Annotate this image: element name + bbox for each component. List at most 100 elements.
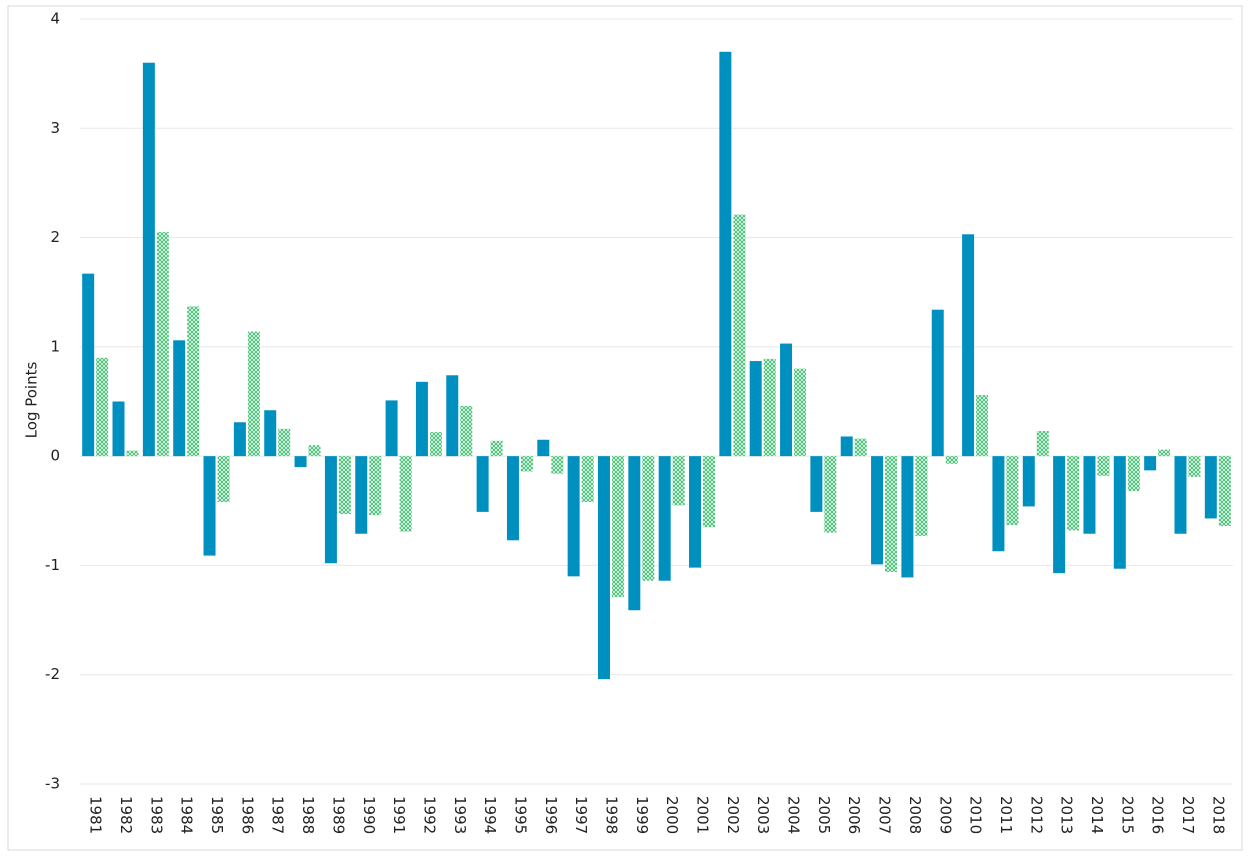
bar: [173, 340, 186, 457]
x-tick-label: 2003: [754, 796, 772, 834]
bar: [597, 456, 610, 680]
bar: [1097, 456, 1110, 476]
x-tick-label: 1987: [269, 796, 287, 834]
x-tick-label: 2015: [1118, 796, 1136, 834]
x-tick-label: 1983: [147, 796, 165, 834]
bar: [628, 456, 641, 611]
bar: [1188, 456, 1201, 477]
x-tick-label: 1997: [572, 796, 590, 834]
x-tick-label: 1990: [360, 796, 378, 834]
x-tick-label: 2002: [724, 796, 742, 834]
y-tick-label: 2: [50, 228, 60, 246]
x-tick-label: 1982: [117, 796, 135, 834]
bar: [1174, 456, 1187, 534]
chart-frame: [7, 5, 1243, 851]
bar: [156, 232, 169, 457]
x-tick-label: 2005: [815, 796, 833, 834]
y-tick-label: 1: [50, 337, 60, 355]
bar: [551, 456, 564, 474]
bar: [567, 456, 580, 577]
bar: [1067, 456, 1080, 531]
x-tick-label: 1992: [420, 796, 438, 834]
bar: [1144, 456, 1157, 471]
bar: [506, 456, 519, 541]
bar: [399, 456, 412, 532]
y-axis-label: Log Points: [23, 362, 41, 439]
bar: [749, 361, 762, 457]
x-tick-label: 1995: [511, 796, 529, 834]
bar: [901, 456, 914, 578]
bar: [871, 456, 884, 565]
x-tick-label: 2007: [876, 796, 894, 834]
x-tick-label: 2014: [1088, 796, 1106, 834]
x-tick-label: 1988: [299, 796, 317, 834]
bar: [1053, 456, 1066, 574]
bar: [520, 456, 533, 472]
bar: [733, 214, 746, 457]
x-tick-label: 2018: [1209, 796, 1227, 834]
y-tick-label: 3: [50, 119, 60, 137]
bar: [885, 456, 898, 572]
bar: [96, 357, 109, 457]
bar: [703, 456, 716, 528]
bar: [611, 456, 624, 598]
bar: [581, 456, 594, 503]
bar: [1083, 456, 1096, 534]
bar: [126, 450, 139, 457]
bar: [355, 456, 368, 534]
x-tick-label: 2010: [967, 796, 985, 834]
bar: [415, 381, 428, 457]
bar: [976, 394, 989, 457]
y-tick-label: 0: [50, 447, 60, 465]
bar: [187, 306, 200, 457]
bar: [1113, 456, 1126, 569]
bar: [962, 234, 975, 457]
bar: [945, 456, 958, 464]
bar: [1158, 449, 1171, 457]
bar: [112, 401, 125, 457]
bar: [689, 456, 702, 568]
x-tick-label: 2000: [663, 796, 681, 834]
bar: [992, 456, 1005, 552]
bar: [642, 456, 655, 581]
x-tick-label: 2001: [694, 796, 712, 834]
bar: [537, 439, 550, 457]
y-tick-label: -1: [45, 556, 60, 574]
bar: [476, 456, 489, 512]
bar: [840, 436, 853, 457]
x-tick-label: 1981: [87, 796, 105, 834]
bar: [719, 51, 732, 457]
y-tick-label: -3: [45, 775, 60, 793]
bar: [429, 432, 442, 457]
bar: [385, 400, 398, 457]
bar: [658, 456, 671, 581]
bar: [142, 62, 155, 457]
x-tick-label: 2013: [1058, 796, 1076, 834]
x-tick-label: 1991: [390, 796, 408, 834]
bar: [460, 405, 473, 457]
bar: [82, 273, 95, 457]
bar: [369, 456, 382, 516]
x-tick-label: 1998: [602, 796, 620, 834]
bar: [854, 438, 867, 457]
bar: [324, 456, 337, 564]
x-tick-label: 1986: [238, 796, 256, 834]
bar: [915, 456, 928, 536]
x-tick-label: 1984: [178, 796, 196, 834]
x-tick-label: 1999: [633, 796, 651, 834]
bar: [1036, 431, 1049, 457]
bar: [446, 375, 459, 457]
bar: [931, 309, 944, 457]
x-tick-label: 1993: [451, 796, 469, 834]
bar: [294, 456, 307, 468]
bar: [1022, 456, 1035, 507]
bar: [672, 456, 685, 506]
x-tick-label: 2016: [1149, 796, 1167, 834]
bar: [203, 456, 216, 556]
bar: [1204, 456, 1217, 519]
bar: [217, 456, 230, 503]
x-tick-label: 2009: [936, 796, 954, 834]
bar: [490, 440, 503, 457]
bar: [780, 343, 793, 457]
